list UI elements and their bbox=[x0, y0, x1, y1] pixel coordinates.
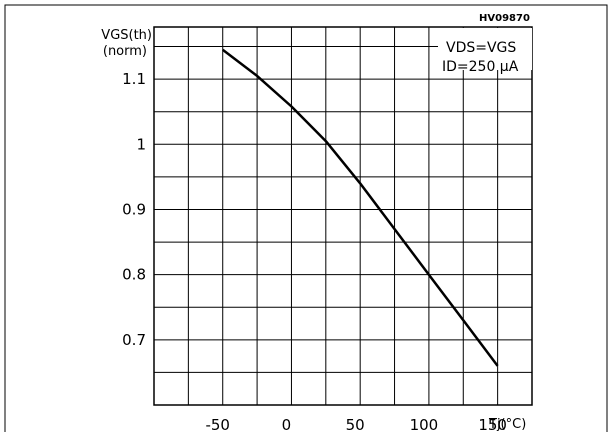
y-tick-label: 1.1 bbox=[122, 70, 146, 88]
y-axis-label-line1: VGS(th) bbox=[101, 28, 152, 43]
y-tick-label: 1 bbox=[136, 135, 146, 153]
y-tick-label: 0.9 bbox=[122, 200, 146, 218]
y-tick-labels: 0.7 0.8 0.9 1 1.1 bbox=[122, 70, 146, 349]
conditions-box bbox=[438, 28, 532, 70]
plot-frame bbox=[153, 26, 533, 406]
x-tick-label: -50 bbox=[205, 416, 230, 432]
figure-code: HV09870 bbox=[479, 13, 530, 24]
x-tick-label: 0 bbox=[282, 416, 292, 432]
x-tick-label: 50 bbox=[346, 416, 365, 432]
x-tick-label: 150 bbox=[478, 416, 507, 432]
figure-frame bbox=[4, 4, 608, 432]
x-tick-labels: -50 0 50 100 150 bbox=[205, 416, 506, 432]
x-axis-label: Tj(°C) bbox=[488, 417, 526, 432]
y-axis-label-line2: (norm) bbox=[103, 44, 147, 59]
y-tick-label: 0.7 bbox=[122, 331, 146, 349]
condition-id: ID=250 µA bbox=[442, 59, 519, 75]
series-line bbox=[221, 48, 499, 367]
condition-vds: VDS=VGS bbox=[446, 40, 516, 56]
y-tick-label: 0.8 bbox=[122, 266, 146, 284]
x-tick-label: 100 bbox=[410, 416, 439, 432]
chart-grid bbox=[154, 27, 532, 405]
